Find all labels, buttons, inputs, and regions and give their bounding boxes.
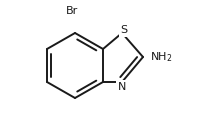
Text: NH$_2$: NH$_2$ (150, 50, 173, 64)
Text: S: S (120, 25, 128, 35)
Text: Br: Br (66, 6, 78, 16)
Text: N: N (118, 82, 126, 92)
